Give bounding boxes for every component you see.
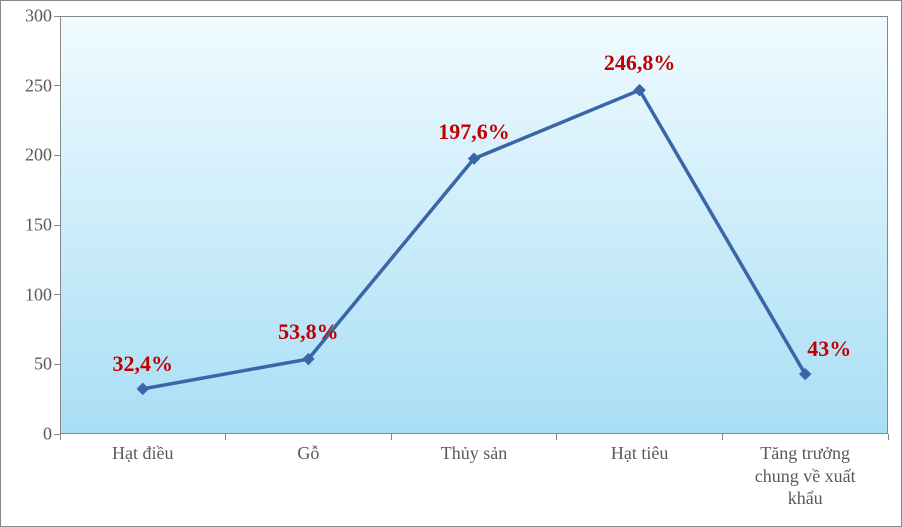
y-tick-label: 100	[25, 284, 60, 305]
plot-area: 050100150200250300Hạt điềuGỗThủy sảnHạt …	[60, 16, 888, 434]
line-marker	[137, 383, 148, 394]
y-tick-label: 300	[25, 6, 60, 27]
x-category-label: Tăng trưởng chung về xuất khẩu	[727, 434, 884, 510]
y-tick-label: 200	[25, 145, 60, 166]
y-tick-label: 250	[25, 75, 60, 96]
x-tick-mark	[225, 434, 226, 440]
y-tick-label: 50	[34, 354, 60, 375]
x-tick-mark	[391, 434, 392, 440]
chart-svg-overlay	[60, 16, 888, 434]
y-tick-label: 0	[43, 424, 60, 445]
data-label: 246,8%	[604, 50, 676, 76]
x-category-label: Thủy sản	[395, 434, 552, 465]
x-tick-mark	[556, 434, 557, 440]
data-label: 43%	[807, 336, 851, 362]
data-label: 32,4%	[113, 351, 174, 377]
chart-container: 0 50 100 150 200 250 300 Hạt điều Gỗ Thủy sản Hạt …	[0, 0, 902, 527]
x-category-label: Gỗ	[230, 434, 387, 465]
x-tick-mark	[60, 434, 61, 440]
x-category-label: Hạt điều	[64, 434, 221, 465]
x-tick-mark	[722, 434, 723, 440]
y-tick-label: 150	[25, 215, 60, 236]
data-label: 53,8%	[278, 319, 339, 345]
data-label: 197,6%	[438, 119, 510, 145]
x-category-label: Hạt tiêu	[561, 434, 718, 465]
x-tick-mark	[888, 434, 889, 440]
